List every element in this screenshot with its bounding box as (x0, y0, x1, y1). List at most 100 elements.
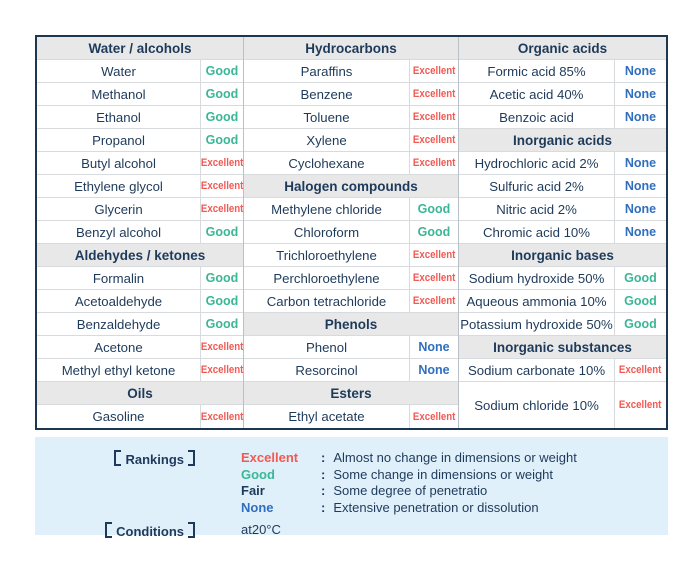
rating-value: Good (205, 317, 239, 331)
section-header-label: Hydrocarbons (305, 40, 397, 56)
table-row: Benzaldehyde Good (37, 313, 243, 336)
rating-cell: Excellent (409, 106, 458, 128)
table-row: Gasoline Excellent (37, 405, 243, 428)
section-header-label: Inorganic acids (512, 132, 613, 148)
legend-entry: None: Extensive penetration or dissolutio… (241, 500, 577, 517)
table-row: Benzyl alcohol Good (37, 221, 243, 244)
rating-value: Excellent (412, 134, 456, 146)
rating-value: None (624, 202, 657, 216)
table-row: Resorcinol None (244, 359, 458, 382)
table-row: Acetoaldehyde Good (37, 290, 243, 313)
substance-name: Methylene chloride (271, 201, 382, 217)
rating-value: Excellent (412, 88, 456, 100)
rankings-label: Rankings (35, 450, 195, 467)
substance-name: Cyclohexane (288, 155, 365, 171)
table-column-3: Organic acids Formic acid 85% None Acetic a… (459, 37, 666, 428)
rating-value: None (624, 179, 657, 193)
section-header-label: Phenols (324, 316, 378, 332)
section-header-label: Esters (330, 385, 372, 401)
rating-value: None (624, 87, 657, 101)
legend-description: Almost no change in dimensions or weight (333, 450, 577, 465)
rating-value: Excellent (619, 399, 662, 411)
substance-name: Methyl ethyl ketone (61, 362, 176, 378)
rating-value: Good (624, 317, 657, 331)
table-row: Water Good (37, 60, 243, 83)
substance-name: Water (101, 63, 136, 79)
section-header-label: Water / alcohols (88, 40, 192, 56)
substance-name: Perchloroethylene (273, 270, 380, 286)
rating-cell: Excellent (409, 60, 458, 82)
table-row: Benzoic acid None (459, 106, 666, 129)
substance-name: Formalin (92, 270, 145, 286)
table-row: Chromic acid 10% None (459, 221, 666, 244)
legend-rating-label: Excellent (241, 450, 299, 465)
open-bracket-icon (114, 450, 122, 466)
rating-cell: None (409, 336, 458, 358)
substance-name: Acetic acid 40% (489, 86, 584, 102)
rating-cell: None (614, 198, 666, 220)
legend-description: Some change in dimensions or weight (333, 466, 554, 482)
rating-cell: Good (409, 221, 458, 243)
section-header-row: Inorganic bases (459, 244, 666, 267)
substance-name: Xylene (306, 132, 347, 148)
rating-value: Excellent (200, 341, 244, 353)
legend-colon: : (321, 483, 326, 498)
rating-cell: None (614, 152, 666, 174)
substance-name: Formic acid 85% (487, 63, 586, 79)
rating-cell: Good (200, 60, 243, 82)
rating-cell: Excellent (200, 198, 243, 220)
rating-cell: Excellent (409, 290, 458, 312)
table-row: Phenol None (244, 336, 458, 359)
legend-rating-label: Fair (241, 483, 265, 498)
section-header-label: Oils (127, 385, 153, 401)
rating-value: Excellent (412, 157, 456, 169)
table-row: Methylene chloride Good (244, 198, 458, 221)
section-header-row: Inorganic substances (459, 336, 666, 359)
substance-name: Aqueous ammonia 10% (466, 293, 607, 309)
table-row: Glycerin Excellent (37, 198, 243, 221)
open-bracket-icon (105, 522, 113, 538)
rating-cell: Excellent (409, 152, 458, 174)
table-row: Paraffins Excellent (244, 60, 458, 83)
table-column-2: Hydrocarbons Paraffins Excellent Benzene Exc… (243, 37, 459, 428)
table-row: Benzene Excellent (244, 83, 458, 106)
table-row: Propanol Good (37, 129, 243, 152)
table-row: Butyl alcohol Excellent (37, 152, 243, 175)
rating-cell: Excellent (200, 175, 243, 197)
substance-name: Methanol (91, 86, 146, 102)
substance-name: Trichloroethylene (276, 247, 377, 263)
rating-cell: Excellent (614, 382, 666, 428)
rating-value: Excellent (412, 410, 456, 423)
substance-name: Chloroform (293, 224, 360, 240)
substance-name: Ethanol (96, 109, 141, 125)
section-header-row: Halogen compounds (244, 175, 458, 198)
table-row: Chloroform Good (244, 221, 458, 244)
rating-cell: None (614, 83, 666, 105)
rating-value: Good (417, 202, 451, 216)
substance-name: Ethyl acetate (288, 409, 365, 424)
rating-value: Excellent (412, 111, 456, 123)
chemical-resistance-table: Water / alcohols Water Good Methanol Good Eth… (35, 35, 668, 430)
rating-value: None (624, 156, 657, 170)
table-row: Methanol Good (37, 83, 243, 106)
table-row: Acetic acid 40% None (459, 83, 666, 106)
rating-value: Excellent (412, 65, 456, 77)
section-header-row: Phenols (244, 313, 458, 336)
substance-name: Acetone (94, 339, 143, 355)
rating-cell: Excellent (614, 359, 666, 381)
rankings-row: Rankings Excellent: Almost no change in d… (35, 450, 668, 516)
rating-cell: Good (409, 198, 458, 220)
rating-value: Excellent (200, 364, 244, 376)
rating-value: Excellent (200, 203, 244, 215)
table-row: Formic acid 85% None (459, 60, 666, 83)
table-row: Cyclohexane Excellent (244, 152, 458, 175)
substance-name: Acetoaldehyde (74, 293, 163, 309)
table-row: Carbon tetrachloride Excellent (244, 290, 458, 313)
table-row: Aqueous ammonia 10% Good (459, 290, 666, 313)
rating-cell: Excellent (200, 336, 243, 358)
table-row: Potassium hydroxide 50% Good (459, 313, 666, 336)
table-row: Ethyl acetate Excellent (244, 405, 458, 428)
conditions-label: Conditions (35, 522, 195, 539)
legend-entry: Excellent: Almost no change in dimensions… (241, 450, 577, 467)
rating-value: Good (205, 225, 239, 239)
